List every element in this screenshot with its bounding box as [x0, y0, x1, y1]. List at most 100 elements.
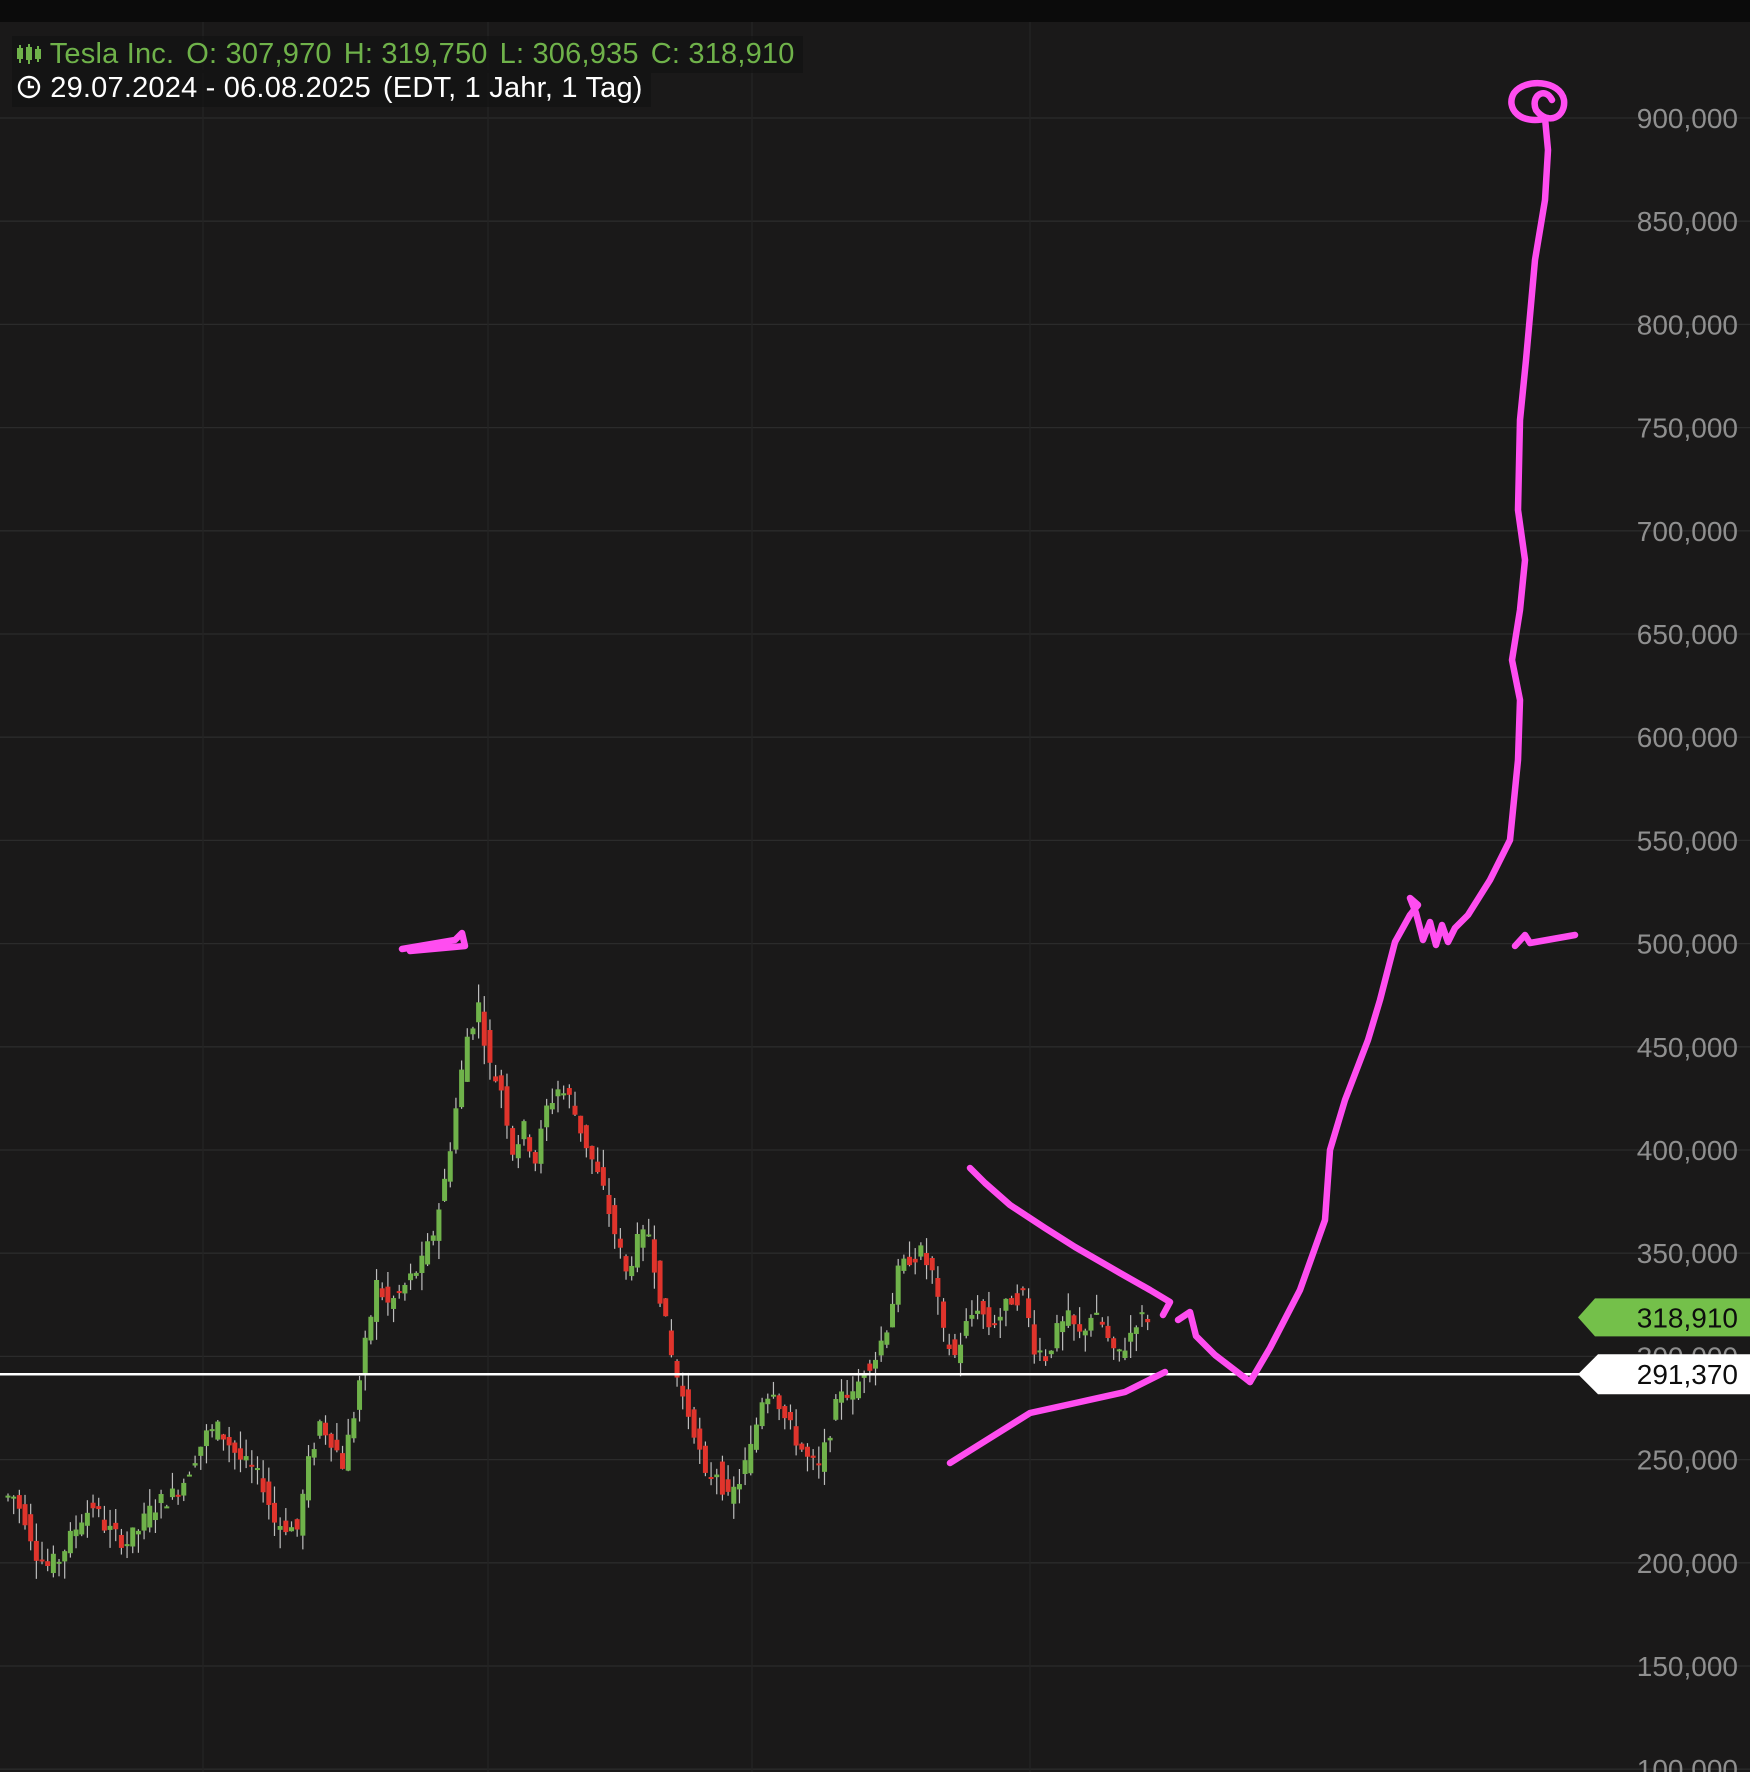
candle-body: [430, 1235, 436, 1241]
candle-body: [895, 1265, 901, 1305]
candle-body: [28, 1514, 34, 1542]
candle-body: [946, 1344, 952, 1349]
candle-body: [986, 1307, 992, 1328]
candle-body: [493, 1076, 499, 1082]
candle-body: [215, 1421, 221, 1440]
candle-body: [73, 1529, 79, 1537]
symbol-name: Tesla Inc.: [49, 38, 175, 70]
upper-trendline: [966, 1164, 1174, 1319]
candle-body: [1020, 1288, 1026, 1291]
candle-body: [39, 1559, 45, 1562]
candle-body: [186, 1474, 192, 1477]
candle-body: [67, 1530, 73, 1554]
candle-body: [521, 1121, 527, 1140]
candle-body: [578, 1115, 584, 1134]
candle-body: [1003, 1298, 1009, 1311]
candle-body: [510, 1128, 516, 1155]
candle-body: [804, 1446, 810, 1457]
candle-body: [918, 1245, 924, 1257]
candle-body: [254, 1468, 260, 1471]
candle-body: [941, 1301, 947, 1328]
projection-path: [1246, 114, 1552, 1386]
candle-body: [334, 1439, 340, 1451]
low-value: L: 306,935: [499, 38, 639, 70]
candle-body: [447, 1151, 453, 1182]
candle-body: [884, 1332, 890, 1345]
candle-body: [402, 1284, 408, 1294]
candle-body: [164, 1506, 170, 1509]
candle-body: [56, 1561, 62, 1564]
candle-body: [45, 1561, 51, 1566]
candle-body: [708, 1477, 714, 1480]
candle-body: [782, 1406, 788, 1419]
candle-body: [992, 1323, 998, 1326]
candle-body: [442, 1178, 448, 1201]
candle-body: [787, 1411, 793, 1421]
candle-body: [203, 1430, 209, 1447]
candle-body: [890, 1303, 896, 1328]
candle-body: [736, 1484, 742, 1490]
candle-body: [345, 1434, 351, 1471]
candle-body: [668, 1330, 674, 1356]
candle-body: [374, 1280, 380, 1322]
y-tick-label: 700,000: [1637, 516, 1738, 547]
candle-body: [595, 1161, 601, 1173]
candle-body: [1094, 1312, 1100, 1315]
candle-body: [856, 1381, 861, 1399]
candle-body: [84, 1512, 90, 1526]
candle-body: [317, 1421, 323, 1436]
candle-body: [396, 1291, 402, 1294]
peak-mark: [398, 929, 469, 955]
candle-body: [470, 1028, 476, 1035]
candle-body: [385, 1286, 391, 1303]
candle-body: [283, 1520, 289, 1533]
candle-body: [237, 1448, 243, 1460]
interval-label: (EDT, 1 Jahr, 1 Tag): [382, 72, 643, 104]
candle-body: [323, 1422, 329, 1436]
candle-body: [799, 1443, 805, 1450]
candle-body: [391, 1298, 397, 1309]
candle-body: [1116, 1349, 1122, 1352]
candle-body: [158, 1494, 164, 1504]
y-tick-label: 900,000: [1637, 103, 1738, 134]
candle-body: [963, 1321, 969, 1336]
support-price-badge: [1578, 1354, 1750, 1395]
candle-body: [810, 1455, 816, 1458]
candle-body: [101, 1519, 107, 1531]
candle-body: [685, 1389, 691, 1417]
candle-body: [181, 1482, 187, 1496]
top-status-bar: [0, 0, 1750, 22]
candle-body: [1065, 1310, 1071, 1326]
candle-body: [311, 1449, 317, 1458]
candlestick-icon[interactable]: [16, 38, 42, 70]
candle-body: [124, 1544, 130, 1547]
candle-body: [504, 1086, 510, 1126]
candle-body: [1139, 1312, 1145, 1315]
candle-body: [997, 1316, 1003, 1321]
candle-body: [408, 1273, 414, 1281]
candle-body: [459, 1069, 465, 1108]
candle-body: [827, 1437, 833, 1441]
ohlc-header: Tesla Inc. O: 307,970 H: 319,750 L: 306,935…: [12, 36, 803, 73]
candle-body: [226, 1436, 232, 1446]
candle-body: [1099, 1321, 1105, 1325]
candle-body: [50, 1553, 56, 1574]
candle-body: [260, 1478, 266, 1493]
candle-body: [481, 1011, 487, 1046]
candle-body: [243, 1456, 249, 1461]
candle-body: [969, 1315, 975, 1319]
candle-body: [232, 1442, 238, 1453]
candle-body: [294, 1519, 300, 1530]
candle-body: [742, 1460, 748, 1475]
candle-body: [821, 1442, 827, 1472]
candle-body: [833, 1399, 839, 1420]
candle-body: [583, 1125, 589, 1149]
y-tick-label: 150,000: [1637, 1651, 1738, 1682]
close-value: C: 318,910: [650, 38, 795, 70]
candle-body: [1077, 1324, 1083, 1332]
candlestick-series: [5, 984, 1151, 1579]
candle-body: [1105, 1325, 1111, 1339]
candle-body: [368, 1316, 374, 1341]
candle-body: [612, 1205, 618, 1235]
